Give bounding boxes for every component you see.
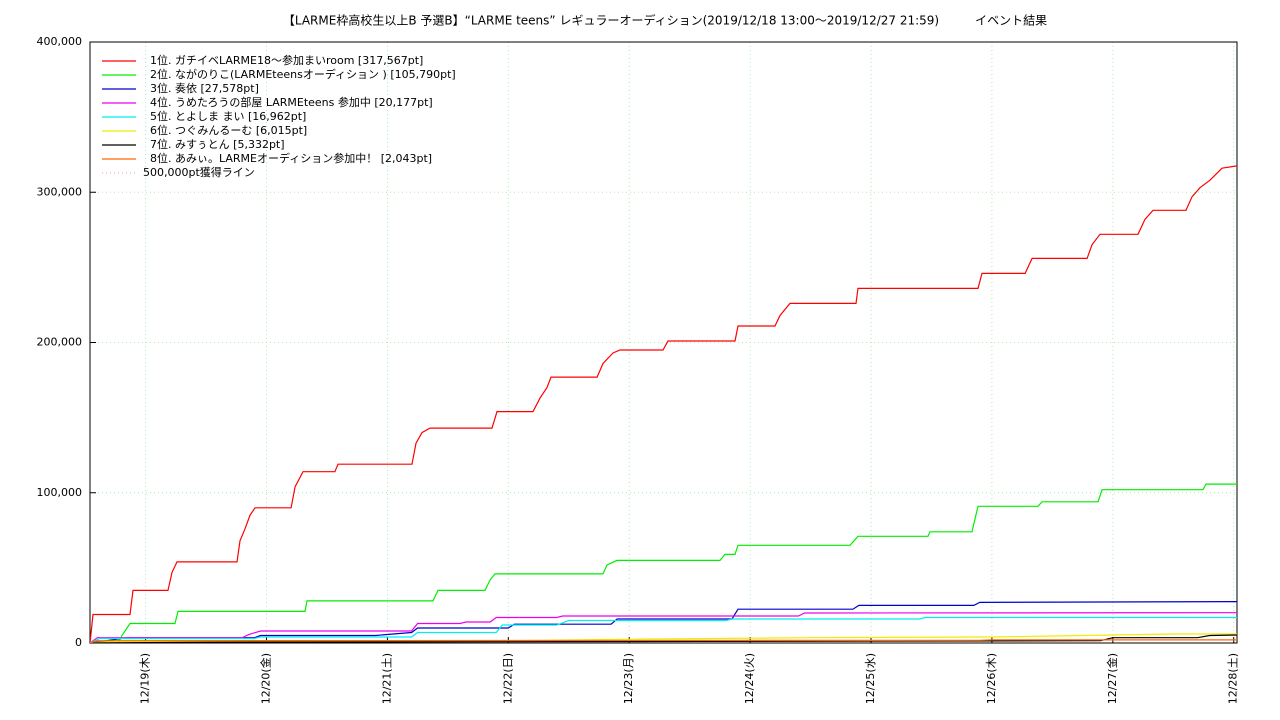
legend-label: 4位. うめたろうの部屋 LARMEteens 参加中 [20,177pt] bbox=[150, 95, 433, 109]
plot-area bbox=[90, 165, 1237, 643]
y-tick-label: 100,000 bbox=[37, 486, 83, 499]
legend-label: 1位. ガチイベLARME18～参加まいroom [317,567pt] bbox=[150, 53, 423, 67]
y-tick-label: 200,000 bbox=[37, 336, 83, 349]
series-line bbox=[90, 612, 1237, 643]
x-tick-label: 12/25(水) bbox=[864, 653, 877, 704]
legend-label: 2位. ながのりこ(LARMEteensオーディション ) [105,790pt… bbox=[150, 67, 456, 81]
legend-label: 8位. あみぃ。LARMEオーディション参加中！ [2,043pt] bbox=[150, 151, 432, 165]
plot-frame bbox=[89, 41, 1238, 644]
legend-label: 6位. つぐみんるーむ [6,015pt] bbox=[150, 123, 307, 137]
series-line bbox=[90, 639, 1237, 643]
legend-label: 3位. 奏依 [27,578pt] bbox=[150, 81, 259, 95]
legend-label: 5位. とよしま まい [16,962pt] bbox=[150, 109, 306, 123]
x-tick-label: 12/27(金) bbox=[1105, 653, 1119, 704]
series-line bbox=[90, 601, 1237, 643]
x-tick-label: 12/19(木) bbox=[139, 653, 152, 704]
y-tick-label: 300,000 bbox=[37, 185, 83, 198]
legend-label: 500,000pt獲得ライン bbox=[143, 166, 255, 179]
series-line bbox=[90, 616, 1237, 643]
legend-label: 7位. みすぅとん [5,332pt] bbox=[150, 137, 285, 151]
series-line bbox=[90, 634, 1237, 643]
chart-title: 【LARME枠高校生以上B 予選B】“LARME teens” レギュラーオーデ… bbox=[283, 13, 1047, 28]
series-line bbox=[90, 165, 1237, 643]
x-tick-label: 12/23(月) bbox=[622, 653, 635, 704]
x-tick-label: 12/28(土) bbox=[1227, 653, 1240, 704]
y-tick-label: 0 bbox=[75, 636, 82, 649]
x-tick-label: 12/20(金) bbox=[259, 653, 273, 704]
series-line bbox=[90, 483, 1237, 643]
series-line bbox=[90, 633, 1237, 643]
x-tick-label: 12/24(火) bbox=[743, 653, 756, 704]
x-tick-label: 12/21(土) bbox=[380, 653, 393, 704]
x-tick-label: 12/26(木) bbox=[985, 653, 998, 704]
y-tick-label: 400,000 bbox=[37, 35, 83, 48]
x-tick-label: 12/22(日) bbox=[501, 653, 514, 704]
